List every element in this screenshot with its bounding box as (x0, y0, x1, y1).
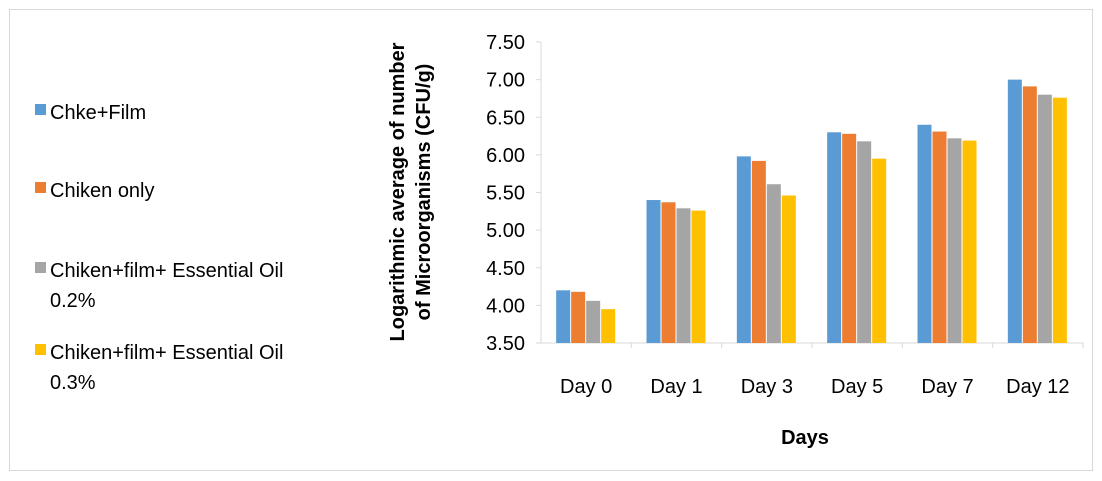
bar (646, 200, 661, 343)
bar (781, 195, 796, 343)
legend-item: Chiken only (35, 176, 155, 206)
x-tick-label: Day 1 (650, 376, 702, 398)
x-tick-label: Day 7 (921, 376, 973, 398)
bar (947, 138, 962, 343)
bar (917, 124, 932, 344)
bar (872, 158, 887, 343)
bar (556, 290, 571, 343)
bar (661, 202, 676, 343)
y-tick-label: 4.00 (486, 295, 525, 317)
bar (1007, 79, 1022, 343)
x-tick-label: Day 0 (560, 376, 612, 398)
legend-item: Chiken+film+ Essential Oil 0.3% (35, 338, 283, 398)
y-axis-title-line-1: Logarithmic average of number (387, 42, 409, 341)
bar (766, 184, 781, 343)
bar (827, 132, 842, 343)
legend-label: Chke+Film (50, 102, 147, 124)
bar (842, 133, 857, 343)
legend-item: Chke+Film (35, 98, 146, 128)
bar (676, 208, 691, 343)
legend-item: Chiken+film+ Essential Oil 0.2% (35, 256, 283, 316)
y-tick-label: 6.00 (486, 145, 525, 167)
legend-label: Chiken+film+ Essential Oil 0.2% (50, 260, 284, 312)
bar (751, 160, 766, 343)
legend-swatch (35, 344, 46, 355)
bar (857, 141, 872, 343)
bar (1022, 86, 1037, 344)
legend-swatch (35, 262, 46, 273)
legend-label: Chiken only (50, 180, 155, 202)
legend-swatch (35, 182, 46, 193)
legend-swatch (35, 104, 46, 115)
bar (736, 156, 751, 343)
x-tick-label: Day 12 (1006, 376, 1069, 398)
y-tick-label: 5.50 (486, 183, 525, 205)
chart-frame (9, 9, 1093, 471)
y-tick-label: 7.00 (486, 70, 525, 92)
bar (1052, 97, 1067, 343)
y-axis-title-line-2: of Microorganisms (CFU/g) (413, 64, 435, 321)
legend-label: Chiken+film+ Essential Oil 0.3% (50, 342, 284, 394)
bar (691, 210, 706, 343)
y-tick-label: 3.50 (486, 333, 525, 355)
y-tick-label: 5.00 (486, 220, 525, 242)
x-tick-label: Day 5 (831, 376, 883, 398)
y-tick-label: 7.50 (486, 32, 525, 54)
bar (586, 300, 601, 343)
bar (601, 309, 616, 343)
x-tick-label: Day 3 (741, 376, 793, 398)
y-tick-label: 4.50 (486, 258, 525, 280)
y-tick-label: 6.50 (486, 107, 525, 129)
bar (932, 131, 947, 343)
x-axis-title: Days (781, 427, 829, 449)
bar (962, 140, 977, 343)
bar (571, 291, 586, 343)
bar (1037, 94, 1052, 343)
